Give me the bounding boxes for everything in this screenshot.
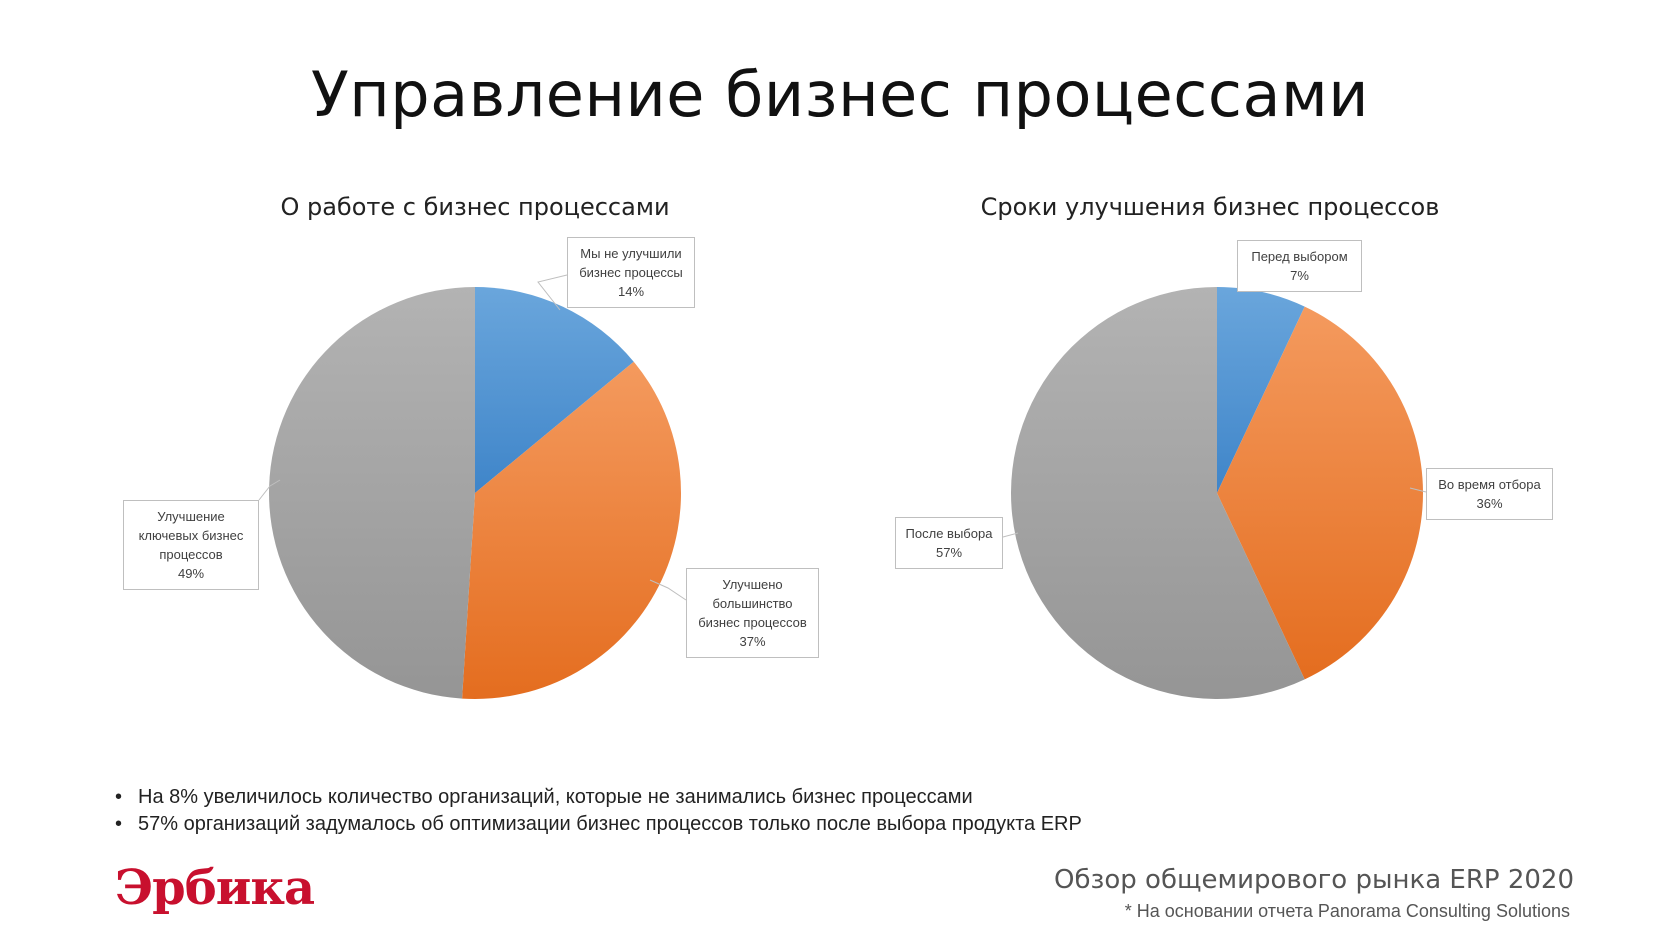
list-item: 57% организаций задумалось об оптимизаци… [113,811,1082,838]
footer-source-note: * На основании отчета Panorama Consultin… [1124,901,1570,921]
callout-label-line: процессов [159,547,223,562]
erbika-logo: Эрбика [115,860,315,916]
callout-label-line: большинство [712,596,793,611]
pie-chart-business-processes [269,287,681,699]
leader-line [537,274,568,311]
leader-line [649,579,687,601]
chart-title-improvement-timing: Сроки улучшения бизнес процессов [980,193,1440,221]
slice-before-selection [1217,287,1305,493]
callout-value: 57% [935,545,963,560]
callout-during-selection: Во время отбора 36% [1426,468,1553,520]
callout-label-line: ключевых бизнес [138,528,244,543]
pie-chart-improvement-timing [1011,287,1424,699]
callout-value: 7% [1290,268,1309,283]
callout-label-line: Улучшение [157,509,225,524]
callout-label-line: Перед выбором [1251,249,1348,264]
slice-during-selection [1217,306,1424,680]
page-title: Управление бизнес процессами [310,58,1370,131]
slice-not-improved [475,287,634,493]
chart-title-business-processes: О работе с бизнес процессами [280,193,670,221]
footer-report-title: Обзор общемирового рынка ERP 2020 [1054,865,1574,895]
list-item: На 8% увеличилось количество организаций… [113,784,1082,811]
slice-mostly-improved [462,361,681,699]
callout-label-line: Во время отбора [1438,477,1541,492]
callout-value: 37% [739,634,766,649]
leader-line [1002,532,1019,538]
leader-line [258,479,281,501]
key-findings-list: На 8% увеличилось количество организаций… [113,784,1082,838]
slice-after-selection [1011,287,1305,699]
callout-label-line: После выбора [905,526,993,541]
callout-key-improvement: Улучшение ключевых бизнес процессов 49% [123,500,259,590]
callout-mostly-improved: Улучшено большинство бизнес процессов 37… [686,568,819,658]
callout-after-selection: После выбора 57% [895,517,1003,569]
callout-label-line: бизнес процессы [579,265,683,280]
callout-label-line: Улучшено [722,577,783,592]
callout-label-line: бизнес процессов [698,615,807,630]
callout-label-line: Мы не улучшили [580,246,682,261]
slice-key-improvement [269,287,475,699]
callout-not-improved: Мы не улучшили бизнес процессы 14% [567,237,695,308]
callout-value: 14% [617,284,645,299]
leader-line [1409,487,1427,493]
callout-before-selection: Перед выбором 7% [1237,240,1362,292]
callout-value: 36% [1476,496,1503,511]
callout-value: 49% [177,566,205,581]
